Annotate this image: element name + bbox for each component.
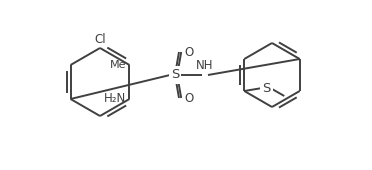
Text: Cl: Cl — [94, 33, 106, 46]
Text: O: O — [184, 46, 193, 58]
Text: S: S — [171, 69, 179, 81]
Text: NH: NH — [196, 59, 214, 72]
Text: Me: Me — [110, 60, 126, 70]
Text: H₂N: H₂N — [104, 91, 126, 105]
Text: S: S — [262, 81, 270, 95]
Text: O: O — [184, 91, 193, 105]
